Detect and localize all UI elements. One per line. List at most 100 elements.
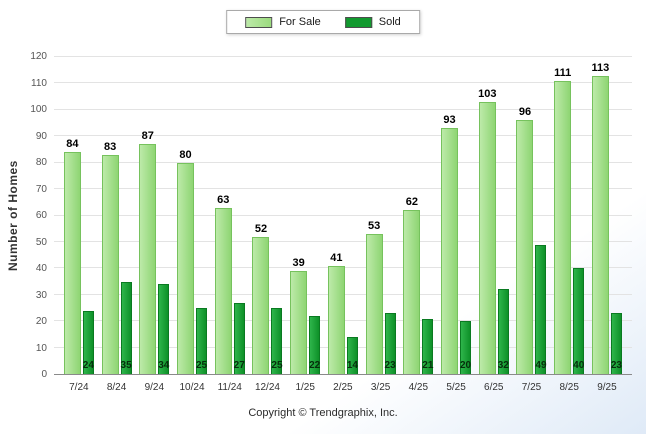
- x-axis-label: 6/25: [484, 382, 504, 393]
- sold-color-swatch: [344, 16, 372, 28]
- sold-value-label: 32: [497, 360, 509, 371]
- for-sale-bar: 93: [441, 114, 459, 374]
- sold-bar: 25: [195, 307, 208, 374]
- x-axis-label: 5/25: [446, 382, 466, 393]
- sold-value-label: 27: [233, 360, 245, 371]
- for-sale-value-label: 39: [292, 256, 305, 269]
- for-sale-bar: 103: [478, 88, 496, 374]
- sold-bar: 27: [233, 302, 245, 374]
- for-sale-bar: 83: [101, 141, 119, 374]
- y-tick-label: 60: [35, 210, 47, 221]
- gridline: [54, 56, 632, 57]
- for-sale-bar: 39: [290, 257, 308, 374]
- x-axis-label: 3/25: [370, 382, 391, 393]
- x-axis-label: 10/24: [179, 382, 205, 393]
- legend-item-sold: Sold: [344, 16, 401, 28]
- x-axis-label: 12/24: [254, 382, 280, 393]
- for-sale-value-label: 93: [443, 114, 456, 127]
- sold-value-label: 35: [120, 360, 132, 371]
- gridline: [54, 240, 632, 242]
- gridline: [54, 108, 632, 110]
- bar-group-3/25: 53 23 3/25: [365, 57, 396, 393]
- chart-legend: For Sale Sold: [226, 10, 420, 34]
- sold-value-label: 23: [610, 360, 622, 371]
- y-tick-label: 10: [35, 342, 47, 354]
- for-sale-value-label: 111: [554, 66, 572, 79]
- x-axis-label: 1/25: [295, 382, 315, 393]
- for-sale-value-label: 53: [367, 220, 381, 232]
- sold-bar: 21: [422, 318, 434, 374]
- x-axis-label: 8/25: [559, 382, 579, 393]
- y-tick-label: 90: [35, 130, 47, 142]
- y-tick-label: 40: [35, 263, 47, 275]
- bars-row: 84 24 7/24 83 35 8/24 87 34 9/24 80 25 10/24 63 27 11/…: [54, 57, 632, 393]
- for-sale-value-label: 96: [518, 106, 532, 119]
- x-axis-label: 7/24: [69, 382, 89, 393]
- sold-value-label: 40: [573, 360, 585, 371]
- for-sale-value-label: 103: [478, 87, 497, 100]
- y-tick-label: 0: [41, 369, 47, 380]
- bar-group-4/25: 62 21 4/25: [403, 57, 434, 393]
- for-sale-bar: 52: [252, 223, 270, 374]
- gridline: [54, 188, 632, 190]
- for-sale-bar: 80: [177, 149, 195, 374]
- y-tick-label: 110: [31, 77, 47, 89]
- sold-value-label: 25: [195, 360, 208, 371]
- for-sale-value-label: 62: [405, 196, 418, 209]
- y-tick-label: 120: [30, 51, 47, 62]
- x-axis-label: 2/25: [333, 382, 353, 393]
- sold-value-label: 23: [384, 360, 396, 371]
- for-sale-value-label: 80: [179, 148, 192, 161]
- sold-bar: 40: [573, 268, 584, 374]
- sold-bar: 22: [309, 315, 321, 374]
- for-sale-bar: 62: [403, 196, 421, 374]
- bar-group-12/24: 52 25 12/24: [252, 57, 283, 393]
- bar-group-7/25: 96 49 7/25: [516, 57, 547, 393]
- for-sale-value-label: 113: [591, 61, 610, 74]
- sold-value-label: 20: [459, 360, 472, 371]
- legend-item-for-sale: For Sale: [245, 16, 321, 28]
- sold-value-label: 25: [271, 360, 283, 371]
- bar-group-1/25: 39 22 1/25: [290, 57, 321, 393]
- for-sale-value-label: 83: [103, 140, 117, 153]
- plot-area: 84 24 7/24 83 35 8/24 87 34 9/24 80 25 10/24 63 27 11/…: [54, 56, 632, 393]
- sold-bar: 49: [535, 244, 547, 374]
- bar-group-6/25: 103 32 6/25: [478, 57, 509, 393]
- y-tick-label: 70: [35, 183, 47, 195]
- for-sale-bar: 113: [592, 62, 609, 374]
- for-sale-bar: 53: [365, 220, 383, 374]
- y-tick-label: 20: [35, 316, 47, 328]
- for-sale-bar: 41: [327, 252, 345, 374]
- sold-bar: 25: [271, 307, 283, 374]
- x-axis-label: 11/24: [217, 382, 242, 393]
- sold-value-label: 14: [346, 360, 358, 371]
- for-sale-bar: 111: [554, 67, 571, 374]
- sold-value-label: 49: [535, 360, 547, 371]
- sold-bar: 20: [460, 321, 471, 374]
- x-axis-label: 9/24: [144, 382, 165, 393]
- sold-bar: 35: [120, 281, 132, 374]
- for-sale-legend-label: For Sale: [279, 16, 321, 28]
- sold-value-label: 21: [422, 360, 434, 371]
- y-tick-label: 30: [35, 289, 47, 301]
- sold-value-label: 22: [309, 360, 321, 371]
- y-axis-title: Number of Homes: [6, 160, 20, 272]
- bar-group-7/24: 84 24 7/24: [63, 57, 94, 393]
- sold-bar: 34: [158, 284, 169, 374]
- for-sale-value-label: 41: [330, 251, 343, 264]
- for-sale-value-label: 52: [254, 222, 268, 235]
- bar-group-11/24: 63 27 11/24: [214, 57, 245, 393]
- gridline: [54, 161, 632, 163]
- for-sale-bar: 96: [516, 106, 534, 374]
- sold-legend-label: Sold: [378, 16, 401, 28]
- sold-value-label: 34: [158, 360, 170, 371]
- y-tick-label: 80: [35, 157, 47, 169]
- y-tick-label: 100: [30, 104, 47, 115]
- sold-bar: 23: [611, 313, 622, 374]
- gridline: [54, 82, 632, 84]
- gridline: [54, 135, 632, 137]
- bar-group-10/24: 80 25 10/24: [177, 57, 208, 393]
- bar-group-5/25: 93 20 5/25: [441, 57, 471, 393]
- sold-bar: 24: [83, 310, 94, 374]
